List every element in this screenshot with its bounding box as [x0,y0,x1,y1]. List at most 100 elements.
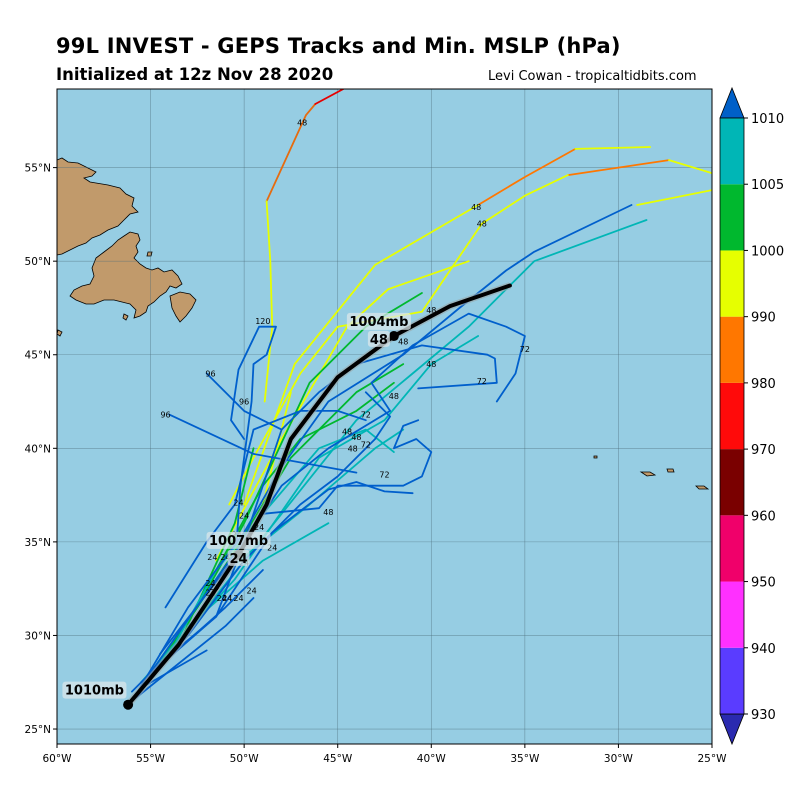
mean-track-line [126,283,512,707]
forecast-hour-label: 24 [233,499,243,508]
credit: Levi Cowan - tropicaltidbits.com [488,69,697,84]
colorbar-under-arrow [719,713,745,746]
lat-tick-label: 45°N [25,350,51,362]
ensemble-member-track [153,335,480,669]
ensemble-member-track [261,391,292,506]
colorbar-label: 1005 [751,178,784,193]
lon-tick-label: 45°W [323,753,353,765]
forecast-hour-label: 72 [361,411,371,420]
landmasses [57,157,710,490]
lon-tick-label: 30°W [604,753,634,765]
lat-tick-label: 55°N [25,163,51,175]
lon-tick-label: 40°W [417,753,447,765]
lon-tick-label: 35°W [510,753,540,765]
forecast-hour-label: 72 [520,345,530,354]
pressure-label: 1010mb [65,684,124,699]
lat-tick-label: 40°N [25,443,51,455]
init-time: Initialized at 12z Nov 28 2020 [56,65,334,84]
forecast-hour-label: 96 [205,369,215,378]
mean-track-point [123,699,134,710]
chart-title: 99L INVEST - GEPS Tracks and Min. MSLP (… [56,34,621,58]
label-background [206,531,271,549]
colorbar-segment [720,581,744,648]
islet [122,313,129,321]
ensemble-member-track [187,522,330,627]
lon-tick-label: 60°W [43,753,73,765]
azores-island [695,485,710,490]
small-island [169,291,197,323]
ensemble-member-track [134,204,633,697]
colorbar-label: 930 [751,708,776,723]
lat-tick-label: 35°N [25,537,51,549]
forecast-hour-label: 48 [351,433,361,442]
ensemble-member-track [636,189,712,206]
forecast-hour-label: 48 [342,427,352,436]
colorbar-label: 970 [751,443,776,458]
labrador-land [57,157,139,256]
colorbar-segment [720,250,744,317]
azores-island [639,471,657,477]
forecast-hour-label: 48 [297,119,307,128]
forecast-hour-label: 48 [389,392,399,401]
forecast-hour-label: 24 [267,544,277,553]
colorbar-label: 1010 [751,112,784,127]
lon-tick-label: 50°W [230,753,260,765]
forecast-hour-label: 48 [426,360,436,369]
graticule [57,89,712,744]
colorbar-label: 940 [751,642,776,657]
colorbar-segment [720,515,744,582]
ensemble-member-track [140,219,648,684]
map-frame [56,88,713,745]
ensemble-member-track [168,413,358,474]
label-background [62,681,127,699]
label-background [346,312,411,330]
forecast-hour-label: 24 [220,553,230,562]
axis-tick-labels: 60°W 55°W 50°W 45°W 40°W 35°W 30°W 25°W 25°N 30°N… [25,163,728,765]
mean-track [125,282,512,707]
forecast-hour-label: 24 [207,553,217,562]
colorbar-segment [720,449,744,516]
forecast-hour-label: 24 [233,594,243,603]
forecast-hour-label: 72 [477,377,487,386]
ensemble-member-track [215,381,395,571]
mean-track-point [388,331,399,342]
ensemble-member-track [477,147,577,206]
forecast-hour-label: 24 [239,512,249,521]
forecast-hour-badge: 48 [370,333,388,348]
forecast-hour-label: 24 [247,587,257,596]
colorbar-label: 980 [751,377,776,392]
forecast-hour-label: 24 [254,523,264,532]
colorbar-segment [720,647,744,714]
pressure-label: 1004mb [349,315,408,330]
forecast-hour-label: 96 [239,398,249,407]
forecast-hour-label: 48 [348,444,358,453]
ocean [57,89,712,744]
forecast-hour-badge: 24 [229,552,247,567]
colorbar-segment [720,316,744,383]
lat-tick-label: 25°N [25,724,51,736]
azores-island [666,468,675,473]
forecast-hour-label: 24 [209,583,219,592]
colorbar-segment [720,382,744,450]
label-background [367,330,390,347]
colorbar-label: 1000 [751,244,784,259]
colorbar-frame [719,117,745,715]
ensemble-member-track [243,204,480,506]
islet [146,251,153,257]
ensemble-member-track [574,146,652,150]
ensemble-member-track [168,428,395,656]
forecast-hour-label: 24 [222,594,232,603]
lon-tick-label: 25°W [698,753,728,765]
ensemble-member-track [140,649,208,689]
colorbar-segment [720,184,744,251]
pressure-colorbar: 930 940 950 960 970 980 990 1000 1005 1010 [719,86,784,746]
colorbar-label: 990 [751,311,776,326]
pressure-label: 1007mb [209,534,268,549]
ensemble-member-track [314,89,345,105]
forecast-hour-label: 48 [426,306,436,315]
forecast-hour-label: 24 [205,588,215,597]
ensemble-member-track [205,372,283,431]
lon-tick-label: 55°W [136,753,166,765]
pressure-annotation: 1007mb 24 [206,531,271,567]
